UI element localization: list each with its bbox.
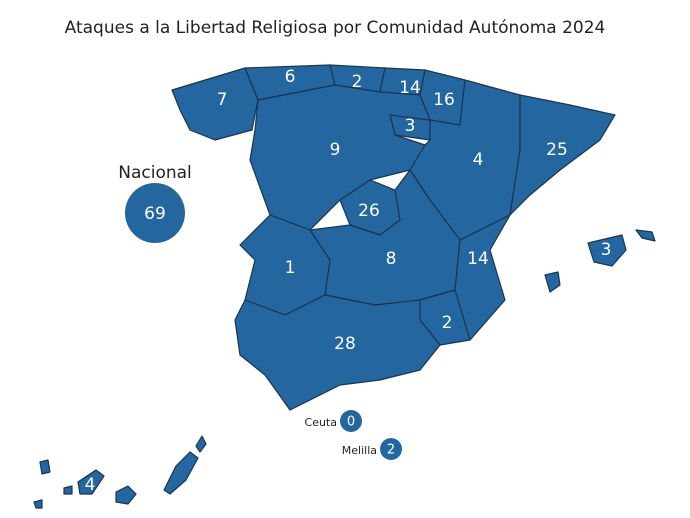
region-value: 16 (433, 90, 455, 110)
city-value: 2 (387, 443, 395, 458)
city-label: Ceuta (305, 416, 337, 429)
region (171, 67, 259, 141)
region (234, 294, 441, 411)
region-value: 9 (330, 140, 341, 160)
national-label: Nacional (118, 163, 192, 183)
region (195, 435, 207, 453)
city-label: Melilla (342, 444, 377, 457)
national-bubble (125, 183, 185, 243)
regions (33, 64, 656, 509)
region-value: 14 (399, 78, 421, 98)
region (63, 485, 73, 495)
region-value: 7 (217, 90, 228, 110)
region (115, 485, 137, 505)
city-bubble (380, 438, 402, 460)
national-value: 69 (144, 204, 166, 224)
region-value: 26 (358, 201, 380, 221)
region-value: 3 (405, 116, 416, 136)
region (544, 271, 561, 293)
region-value: 25 (546, 140, 568, 160)
region-value: 2 (352, 72, 363, 92)
region-value: 4 (473, 150, 484, 170)
region (635, 229, 656, 242)
region (39, 459, 51, 475)
region-value: 14 (467, 249, 489, 269)
region (33, 499, 43, 509)
city-value: 0 (347, 415, 355, 430)
region (509, 94, 616, 216)
region-value: 1 (285, 258, 296, 278)
region-value: 2 (442, 313, 453, 333)
region (163, 451, 199, 495)
region-value: 4 (85, 475, 96, 495)
region-value: 28 (334, 334, 356, 354)
map-title: Ataques a la Libertad Religiosa por Comu… (65, 18, 606, 38)
region (77, 469, 105, 495)
region-value: 6 (285, 67, 296, 87)
city-bubble (340, 410, 362, 432)
region-value: 3 (601, 240, 612, 260)
region-value: 8 (386, 249, 397, 269)
region (587, 234, 627, 267)
